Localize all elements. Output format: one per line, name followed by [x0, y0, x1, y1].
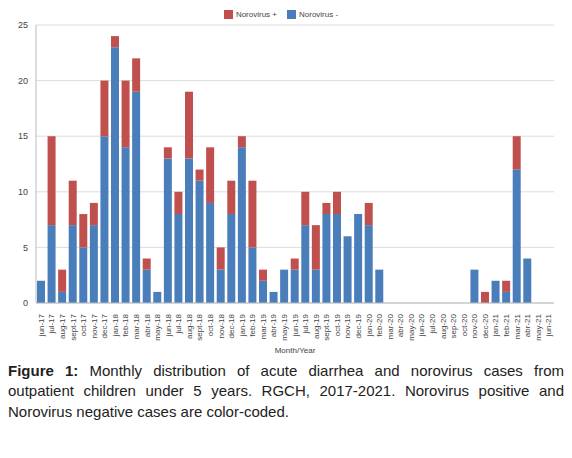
- svg-text:sept-18: sept-18: [195, 313, 204, 340]
- svg-text:0: 0: [23, 298, 28, 308]
- svg-text:dec-18: dec-18: [227, 313, 236, 338]
- svg-text:jun-17: jun-17: [37, 313, 46, 337]
- svg-text:25: 25: [18, 20, 28, 30]
- svg-text:may-21: may-21: [534, 313, 543, 340]
- svg-text:nov-20: nov-20: [470, 313, 479, 338]
- svg-text:aug-20: aug-20: [439, 313, 448, 338]
- svg-text:oct-19: oct-19: [333, 313, 342, 336]
- svg-text:jan-21: jan-21: [491, 313, 500, 337]
- svg-text:feb-18: feb-18: [121, 313, 130, 336]
- svg-text:oct-20: oct-20: [460, 313, 469, 336]
- svg-text:mar-21: mar-21: [513, 313, 522, 339]
- svg-text:jul-18: jul-18: [174, 313, 183, 334]
- svg-text:abr-18: abr-18: [143, 313, 152, 337]
- svg-text:dec-20: dec-20: [481, 313, 490, 338]
- svg-text:jul-17: jul-17: [47, 313, 56, 334]
- html-text:Norovirus -: Norovirus -: [299, 10, 339, 19]
- svg-text:feb-20: feb-20: [375, 313, 384, 336]
- svg-text:mar-19: mar-19: [259, 313, 268, 339]
- svg-text:jun-20: jun-20: [417, 313, 426, 337]
- svg-text:nov-18: nov-18: [217, 313, 226, 338]
- svg-text:sept-17: sept-17: [69, 313, 78, 340]
- svg-text:aug-18: aug-18: [185, 313, 194, 338]
- svg-text:sept-19: sept-19: [322, 313, 331, 340]
- svg-text:5: 5: [23, 243, 28, 253]
- svg-text:feb-21: feb-21: [502, 313, 511, 336]
- svg-text:mar-20: mar-20: [386, 313, 395, 339]
- svg-text:jun-18: jun-18: [164, 313, 173, 337]
- svg-text:jan-19: jan-19: [238, 313, 247, 337]
- svg-text:jul-19: jul-19: [301, 313, 310, 334]
- svg-text:10: 10: [18, 187, 28, 197]
- svg-text:sep-20: sep-20: [449, 313, 458, 338]
- svg-text:abr-20: abr-20: [396, 313, 405, 337]
- svg-text:aug-17: aug-17: [58, 313, 67, 338]
- svg-text:mar-18: mar-18: [132, 313, 141, 339]
- svg-text:feb-19: feb-19: [248, 313, 257, 336]
- svg-text:20: 20: [18, 76, 28, 86]
- svg-text:jul-20: jul-20: [428, 313, 437, 334]
- svg-text:may-20: may-20: [407, 313, 416, 340]
- svg-text:aug-19: aug-19: [312, 313, 321, 338]
- svg-text:dec-17: dec-17: [100, 313, 109, 338]
- svg-text:jan-18: jan-18: [111, 313, 120, 337]
- svg-text:dec-19: dec-19: [354, 313, 363, 338]
- svg-text:oct-18: oct-18: [206, 313, 215, 336]
- svg-text:jun-21: jun-21: [544, 313, 553, 337]
- html-text:Norovirus +: Norovirus +: [235, 10, 277, 19]
- svg-text:nov-17: nov-17: [90, 313, 99, 338]
- svg-text:jan-20: jan-20: [365, 313, 374, 337]
- svg-text:abr-21: abr-21: [523, 313, 532, 337]
- svg-text:abr-19: abr-19: [269, 313, 278, 337]
- svg-text:oct-17: oct-17: [79, 313, 88, 336]
- svg-text:may-18: may-18: [153, 313, 162, 340]
- svg-text:15: 15: [18, 131, 28, 141]
- svg-text:Month/Year: Month/Year: [275, 346, 316, 353]
- svg-text:may-19: may-19: [280, 313, 289, 340]
- svg-text:jun-19: jun-19: [291, 313, 300, 337]
- html-text:Figure 1: Monthly distribution: Figure 1: Monthly distribution of acute …: [8, 362, 564, 420]
- svg-text:nov-19: nov-19: [343, 313, 352, 338]
